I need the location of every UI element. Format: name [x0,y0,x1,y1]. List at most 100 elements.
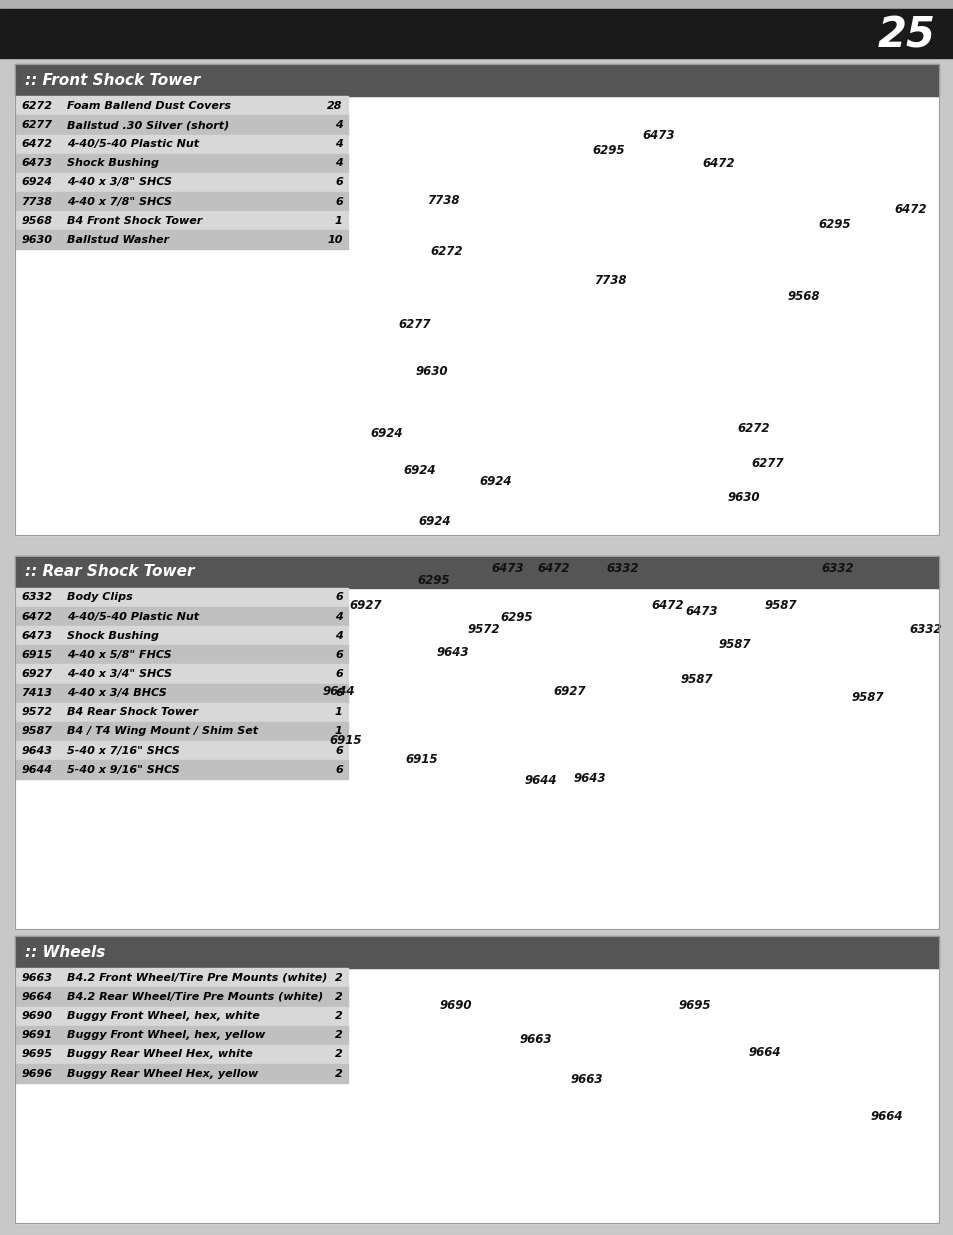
Text: 9630: 9630 [727,492,760,504]
Bar [347,588,938,929]
Bar [15,1063,347,1083]
Bar [15,936,938,1223]
Text: 4: 4 [335,631,342,641]
Text: 10: 10 [327,235,342,245]
Text: Shock Bushing: Shock Bushing [68,158,159,168]
Bar [15,741,347,760]
Text: 6295: 6295 [818,219,850,231]
Bar [15,211,347,230]
Text: 6924: 6924 [479,475,512,488]
Text: :: Wheels: :: Wheels [25,945,106,960]
Text: 6: 6 [335,688,342,698]
Text: 6924: 6924 [370,427,402,440]
Text: 6927: 6927 [21,669,52,679]
Text: 6: 6 [335,593,342,603]
Text: 9663: 9663 [21,973,52,983]
Bar [15,936,938,1223]
Text: 6473: 6473 [491,562,523,574]
Text: 6295: 6295 [500,611,533,624]
Text: B4 Rear Shock Tower: B4 Rear Shock Tower [68,708,198,718]
Text: 9664: 9664 [748,1046,781,1058]
Text: 9568: 9568 [787,290,820,303]
Text: Shock Bushing: Shock Bushing [68,631,159,641]
Text: 9572: 9572 [21,708,52,718]
Text: 6: 6 [335,178,342,188]
Bar [15,721,347,741]
Text: 7413: 7413 [21,688,52,698]
Text: 6: 6 [335,764,342,774]
Text: 6473: 6473 [21,158,52,168]
Bar [347,968,938,1223]
Text: 1: 1 [335,726,342,736]
Text: Foam Ballend Dust Covers: Foam Ballend Dust Covers [68,101,231,111]
Text: 9663: 9663 [570,1073,602,1086]
Bar [15,606,347,626]
Text: B4 / T4 Wing Mount / Shim Set: B4 / T4 Wing Mount / Shim Set [68,726,258,736]
Text: 9643: 9643 [21,746,52,756]
Text: B4 Front Shock Tower: B4 Front Shock Tower [68,216,202,226]
Bar [15,556,938,929]
Text: 6277: 6277 [398,319,431,331]
Text: 4-40 x 3/8" SHCS: 4-40 x 3/8" SHCS [68,178,172,188]
Text: 7738: 7738 [427,194,459,206]
Text: 9587: 9587 [718,638,750,651]
Text: 1: 1 [335,216,342,226]
Text: 6915: 6915 [329,735,361,747]
Text: 1: 1 [335,708,342,718]
Text: 9691: 9691 [21,1030,52,1040]
Text: Buggy Front Wheel, hex, yellow: Buggy Front Wheel, hex, yellow [68,1030,265,1040]
Text: 4-40 x 7/8" SHCS: 4-40 x 7/8" SHCS [68,196,172,206]
Text: 9587: 9587 [679,673,712,685]
Text: 4-40 x 3/4" SHCS: 4-40 x 3/4" SHCS [68,669,172,679]
Text: 6295: 6295 [592,144,624,157]
Bar [15,645,347,664]
Text: 9572: 9572 [467,624,499,636]
Text: 6332: 6332 [821,562,853,574]
Text: 4-40/5-40 Plastic Nut: 4-40/5-40 Plastic Nut [68,611,199,621]
Text: 9644: 9644 [21,764,52,774]
Bar [15,116,347,135]
Bar [15,760,347,779]
Bar [15,588,347,608]
Text: Buggy Rear Wheel Hex, yellow: Buggy Rear Wheel Hex, yellow [68,1068,258,1078]
Text: 6472: 6472 [651,599,683,611]
Text: 9568: 9568 [21,216,52,226]
Bar [15,556,938,588]
Bar [15,193,347,211]
Text: 9643: 9643 [436,646,469,658]
Text: 25: 25 [877,15,935,57]
Text: 6472: 6472 [701,157,734,169]
Text: 4: 4 [335,140,342,149]
Text: 2: 2 [335,973,342,983]
Text: 2: 2 [335,1011,342,1021]
Text: 6927: 6927 [553,685,585,698]
Text: 6272: 6272 [430,246,462,258]
Text: 6272: 6272 [737,422,769,435]
Text: 6915: 6915 [405,753,437,766]
Text: 4: 4 [335,158,342,168]
Text: B4.2 Rear Wheel/Tire Pre Mounts (white): B4.2 Rear Wheel/Tire Pre Mounts (white) [68,992,323,1002]
Text: 9695: 9695 [678,999,710,1011]
Text: 4-40 x 3/4 BHCS: 4-40 x 3/4 BHCS [68,688,167,698]
Text: 2: 2 [335,992,342,1002]
Text: 4-40 x 5/8" FHCS: 4-40 x 5/8" FHCS [68,650,172,659]
Bar [15,173,347,193]
Text: Body Clips: Body Clips [68,593,132,603]
Text: 2: 2 [335,1068,342,1078]
Text: 6473: 6473 [641,130,674,142]
Bar [15,936,938,968]
Text: 6915: 6915 [21,650,52,659]
Text: 6277: 6277 [751,457,783,469]
Bar [15,1007,347,1025]
Text: 6272: 6272 [21,101,52,111]
Text: 28: 28 [327,101,342,111]
Text: 9663: 9663 [519,1034,552,1046]
Bar [0,9,953,58]
Text: 6295: 6295 [417,574,450,587]
Text: 9630: 9630 [21,235,52,245]
Text: Ballstud .30 Silver (short): Ballstud .30 Silver (short) [68,120,230,130]
Text: Ballstud Washer: Ballstud Washer [68,235,169,245]
Text: 6924: 6924 [418,515,451,527]
Text: 9587: 9587 [851,692,883,704]
Bar [15,664,347,684]
